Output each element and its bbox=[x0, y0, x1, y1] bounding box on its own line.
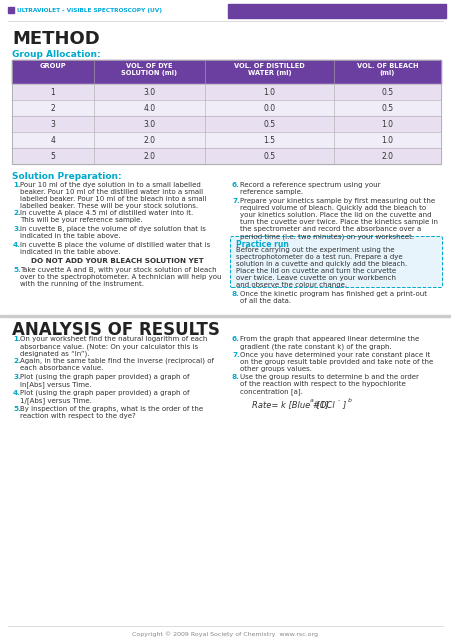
Bar bbox=[12, 60, 441, 164]
Text: In cuvette B place the volume of distilled water that is
indicated in the table : In cuvette B place the volume of distill… bbox=[20, 242, 210, 255]
Text: 6.: 6. bbox=[232, 336, 240, 342]
Text: EXERCISE 2 - REACTION OF BLUE FOOD DYE WITH BLEACH 4: EXERCISE 2 - REACTION OF BLUE FOOD DYE W… bbox=[249, 6, 425, 10]
Text: 1.0: 1.0 bbox=[382, 136, 393, 145]
Bar bbox=[12, 116, 441, 132]
Text: VOL. OF DISTILLED
WATER (ml): VOL. OF DISTILLED WATER (ml) bbox=[234, 63, 305, 76]
Text: 3: 3 bbox=[51, 120, 55, 129]
Text: 4.: 4. bbox=[13, 390, 21, 396]
Text: On your worksheet find the natural logarithm of each
absorbance value. (Note: On: On your worksheet find the natural logar… bbox=[20, 336, 207, 357]
Text: 4: 4 bbox=[51, 136, 55, 145]
Text: Rate= k [Blue #1]: Rate= k [Blue #1] bbox=[252, 400, 328, 409]
Bar bbox=[12, 84, 441, 100]
FancyBboxPatch shape bbox=[230, 237, 442, 287]
Text: VOL. OF DYE
SOLUTION (ml): VOL. OF DYE SOLUTION (ml) bbox=[121, 63, 177, 76]
Text: Group Allocation:: Group Allocation: bbox=[12, 50, 101, 59]
Text: 3.0: 3.0 bbox=[143, 88, 155, 97]
Text: 2.: 2. bbox=[13, 210, 21, 216]
Text: 3.0: 3.0 bbox=[143, 120, 155, 129]
Text: Use the group results to determine b and the order
of the reaction with respect : Use the group results to determine b and… bbox=[240, 374, 419, 395]
Text: Pour 10 ml of the dye solution in to a small labelled
beaker. Pour 10 ml of the : Pour 10 ml of the dye solution in to a s… bbox=[20, 182, 207, 209]
Text: 0.5: 0.5 bbox=[263, 152, 276, 161]
Bar bbox=[12, 100, 441, 116]
Text: Solution Preparation:: Solution Preparation: bbox=[12, 172, 122, 181]
Text: By inspection of the graphs, what is the order of the
reaction with respect to t: By inspection of the graphs, what is the… bbox=[20, 406, 203, 419]
Bar bbox=[228, 4, 446, 18]
Text: [OCl: [OCl bbox=[314, 400, 335, 409]
Text: 1.: 1. bbox=[13, 182, 21, 188]
Text: Practice run: Practice run bbox=[236, 240, 289, 249]
Text: In cuvette B, place the volume of dye solution that is
indicated in the table ab: In cuvette B, place the volume of dye so… bbox=[20, 226, 206, 239]
Text: ]: ] bbox=[342, 400, 345, 409]
Text: b: b bbox=[348, 398, 352, 403]
Text: VOL. OF BLEACH
(ml): VOL. OF BLEACH (ml) bbox=[357, 63, 418, 76]
Text: 6.: 6. bbox=[232, 182, 240, 188]
Text: 3.: 3. bbox=[13, 226, 21, 232]
Text: 5: 5 bbox=[51, 152, 55, 161]
Text: Record a reference spectrum using your
reference sample.: Record a reference spectrum using your r… bbox=[240, 182, 381, 195]
Text: 8.: 8. bbox=[232, 291, 240, 297]
Text: Plot (using the graph paper provided) a graph of
1/[Abs] versus Time.: Plot (using the graph paper provided) a … bbox=[20, 390, 189, 404]
Text: 5.: 5. bbox=[13, 267, 21, 273]
Text: a: a bbox=[310, 398, 314, 403]
Text: 0.0: 0.0 bbox=[263, 104, 276, 113]
Text: 2.0: 2.0 bbox=[143, 136, 155, 145]
Bar bbox=[12, 148, 441, 164]
Text: 1.0: 1.0 bbox=[382, 120, 393, 129]
Text: Copyright © 2009 Royal Society of Chemistry  www.rsc.org: Copyright © 2009 Royal Society of Chemis… bbox=[132, 631, 318, 637]
Text: ANALYSIS OF RESULTS: ANALYSIS OF RESULTS bbox=[12, 321, 220, 339]
Bar bbox=[0, 315, 451, 317]
Text: 7.: 7. bbox=[232, 198, 240, 204]
Text: 2.0: 2.0 bbox=[143, 152, 155, 161]
Text: GROUP: GROUP bbox=[39, 63, 66, 69]
Text: ULTRAVIOLET - VISIBLE SPECTROSCOPY (UV): ULTRAVIOLET - VISIBLE SPECTROSCOPY (UV) bbox=[17, 8, 162, 13]
Text: 1: 1 bbox=[51, 88, 55, 97]
Text: 1.5: 1.5 bbox=[263, 136, 276, 145]
Text: 0.5: 0.5 bbox=[263, 120, 276, 129]
Text: 8.: 8. bbox=[232, 374, 240, 380]
Bar bbox=[8, 7, 14, 13]
Text: Plot (using the graph paper provided) a graph of
ln[Abs] versus Time.: Plot (using the graph paper provided) a … bbox=[20, 374, 189, 388]
Text: DO NOT ADD YOUR BLEACH SOLUTION YET: DO NOT ADD YOUR BLEACH SOLUTION YET bbox=[31, 258, 204, 264]
Text: 0.5: 0.5 bbox=[381, 88, 393, 97]
Text: 5.: 5. bbox=[13, 406, 21, 412]
Text: 4.: 4. bbox=[13, 242, 21, 248]
Text: Once the kinetic program has finished get a print-out
of all the data.: Once the kinetic program has finished ge… bbox=[240, 291, 427, 304]
Text: Take cuvette A and B, with your stock solution of bleach
over to the spectrophot: Take cuvette A and B, with your stock so… bbox=[20, 267, 221, 287]
Text: Once you have determined your rate constant place it
on the group result table p: Once you have determined your rate const… bbox=[240, 352, 433, 372]
Text: Before carrying out the experiment using the
spectrophotometer do a test run. Pr: Before carrying out the experiment using… bbox=[236, 247, 407, 288]
Text: 2: 2 bbox=[51, 104, 55, 113]
Text: 2.: 2. bbox=[13, 358, 21, 364]
Bar bbox=[12, 60, 441, 84]
Text: 2.0: 2.0 bbox=[382, 152, 393, 161]
Text: METHOD: METHOD bbox=[12, 30, 100, 48]
Text: 4.0: 4.0 bbox=[143, 104, 155, 113]
Text: 3.: 3. bbox=[13, 374, 21, 380]
Text: 1.: 1. bbox=[13, 336, 21, 342]
Bar bbox=[12, 132, 441, 148]
Text: 0.5: 0.5 bbox=[381, 104, 393, 113]
Text: From the graph that appeared linear determine the
gradient (the rate constant k): From the graph that appeared linear dete… bbox=[240, 336, 419, 349]
Text: Again, in the same table find the inverse (reciprocal) of
each absorbance value.: Again, in the same table find the invers… bbox=[20, 358, 214, 371]
Text: 1.0: 1.0 bbox=[263, 88, 276, 97]
Text: -: - bbox=[338, 398, 340, 403]
Text: In cuvette A place 4.5 ml of distilled water into it.
This will be your referenc: In cuvette A place 4.5 ml of distilled w… bbox=[20, 210, 193, 223]
Text: Prepare your kinetics sample by first measuring out the
required volume of bleac: Prepare your kinetics sample by first me… bbox=[240, 198, 438, 239]
Text: 7.: 7. bbox=[232, 352, 240, 358]
